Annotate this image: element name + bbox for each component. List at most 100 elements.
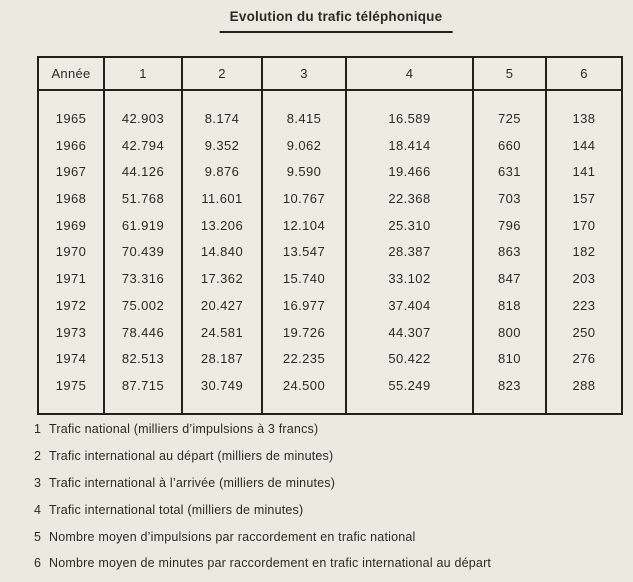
value-cell: 44.126 — [121, 164, 165, 180]
column-header-6: 6 — [580, 66, 588, 81]
value-cell: 796 — [498, 217, 521, 233]
value-column-6: 138 144 141 157 170 182 203 223 250 276 288 — [547, 91, 621, 413]
year-cell: 1970 — [55, 244, 87, 260]
column-header-2: 2 — [183, 58, 263, 89]
footnote-text: Nombre moyen de minutes par raccordement… — [49, 556, 492, 571]
value-cell: 17.362 — [200, 271, 244, 287]
value-cell: 16.589 — [388, 111, 431, 126]
value-cell: 631 — [498, 164, 521, 180]
value-cell: 19.726 — [282, 324, 326, 340]
value-cell: 19.466 — [388, 164, 431, 180]
value-cell: 25.310 — [388, 217, 431, 233]
value-cell: 9.876 — [204, 164, 240, 180]
year-cell: 1965 — [55, 111, 87, 126]
value-cell: 18.414 — [388, 137, 431, 153]
value-cell: 703 — [498, 191, 521, 207]
value-cell: 810 — [498, 351, 521, 367]
traffic-table: Année 1 2 3 4 5 6 1965 1966 1967 1968 1969 1970 1971… — [37, 56, 623, 415]
value-cell: 144 — [572, 137, 596, 153]
year-cell: 1968 — [55, 191, 87, 207]
value-cell: 50.422 — [388, 351, 431, 367]
footnote-list: 1 Trafic national (milliers d’impulsions … — [34, 421, 613, 582]
footnote-text: Trafic national (milliers d’impulsions à… — [49, 422, 319, 436]
value-cell: 30.749 — [200, 377, 244, 393]
value-cell: 12.104 — [282, 217, 326, 233]
year-column: 1965 1966 1967 1968 1969 1970 1971 1972 1973 1974… — [39, 91, 105, 413]
value-cell: 28.187 — [200, 351, 244, 367]
value-cell: 9.590 — [286, 164, 322, 180]
value-cell: 42.794 — [121, 137, 165, 153]
value-cell: 223 — [572, 297, 596, 313]
value-cell: 75.002 — [121, 297, 165, 313]
year-cell: 1971 — [55, 271, 87, 287]
value-cell: 10.767 — [282, 191, 326, 207]
footnote-number: 6 — [34, 556, 42, 571]
value-column-1: 42.903 42.794 44.126 51.768 61.919 70.439 73.3… — [105, 91, 183, 413]
footnote-item: 3 Trafic international à l’arrivée (milli… — [34, 475, 613, 502]
value-cell: 8.415 — [286, 111, 322, 126]
value-cell: 203 — [572, 271, 596, 287]
value-cell: 660 — [498, 137, 521, 153]
value-cell: 73.316 — [121, 271, 165, 287]
value-cell: 157 — [572, 191, 596, 207]
value-cell: 14.840 — [200, 244, 244, 260]
value-cell: 42.903 — [121, 111, 165, 126]
year-cell: 1969 — [55, 217, 87, 233]
value-column-2: 8.174 9.352 9.876 11.601 13.206 14.840 17.362 2… — [183, 91, 263, 413]
column-header-4: 4 — [347, 58, 474, 89]
value-cell: 170 — [572, 217, 596, 233]
year-cell: 1975 — [55, 377, 87, 393]
value-cell: 82.513 — [121, 351, 165, 367]
value-cell: 725 — [498, 111, 521, 126]
year-cell: 1966 — [55, 137, 87, 153]
value-column-5: 725 660 631 703 796 863 847 818 800 810 823 — [474, 91, 547, 413]
column-header-5: 5 — [474, 58, 547, 89]
value-cell: 847 — [498, 271, 521, 287]
footnote-text: Nombre moyen d’impulsions par raccordeme… — [49, 529, 416, 544]
footnote-number: 2 — [34, 448, 42, 463]
footnote-item: 5 Nombre moyen d’impulsions par raccordem… — [34, 529, 613, 556]
year-cell: 1973 — [55, 324, 87, 340]
value-cell: 61.919 — [121, 217, 165, 233]
value-cell: 11.601 — [201, 191, 243, 207]
value-cell: 13.206 — [200, 217, 244, 233]
value-cell: 16.977 — [282, 297, 326, 313]
footnote-text: Trafic international total (milliers de … — [49, 502, 304, 517]
value-cell: 800 — [498, 324, 521, 340]
value-cell: 44.307 — [388, 324, 431, 340]
value-cell: 24.500 — [282, 377, 326, 393]
footnote-item: 6 Nombre moyen de minutes par raccordemen… — [34, 555, 613, 582]
table-body: 1965 1966 1967 1968 1969 1970 1971 1972 1973 1974… — [39, 91, 621, 413]
page-title: Evolution du trafic téléphonique — [219, 9, 453, 33]
value-cell: 13.547 — [282, 244, 326, 260]
value-cell: 28.387 — [388, 244, 431, 260]
footnote-item: 4 Trafic international total (milliers de… — [34, 502, 613, 529]
value-cell: 20.427 — [200, 297, 244, 313]
value-cell: 9.062 — [286, 137, 322, 153]
value-cell: 288 — [572, 377, 596, 393]
value-cell: 78.446 — [121, 324, 165, 340]
year-cell: 1967 — [55, 164, 87, 180]
value-cell: 8.174 — [204, 111, 240, 126]
year-cell: 1974 — [55, 351, 87, 367]
year-cell: 1972 — [55, 297, 87, 313]
value-cell: 55.249 — [388, 377, 431, 393]
footnote-item: 2 Trafic international au départ (millier… — [34, 448, 613, 475]
footnote-number: 5 — [34, 529, 42, 544]
value-cell: 33.102 — [388, 271, 431, 287]
column-header-annee: Année — [39, 58, 105, 89]
table-header-row: Année 1 2 3 4 5 6 — [39, 58, 621, 91]
value-cell: 276 — [572, 351, 596, 367]
footnote-number: 1 — [34, 422, 42, 436]
column-header-1: 1 — [105, 58, 183, 89]
value-cell: 87.715 — [121, 377, 165, 393]
value-cell: 15.740 — [282, 271, 326, 287]
value-column-3: 8.415 9.062 9.590 10.767 12.104 13.547 15.740 1… — [263, 91, 347, 413]
footnote-number: 4 — [34, 502, 42, 517]
footnote-item: 1 Trafic national (milliers d’impulsions … — [34, 421, 613, 448]
value-cell: 141 — [572, 164, 596, 180]
value-column-4: 16.589 18.414 19.466 22.368 25.310 28.387 33.1… — [347, 91, 474, 413]
value-cell: 70.439 — [121, 244, 165, 260]
value-cell: 818 — [498, 297, 521, 313]
